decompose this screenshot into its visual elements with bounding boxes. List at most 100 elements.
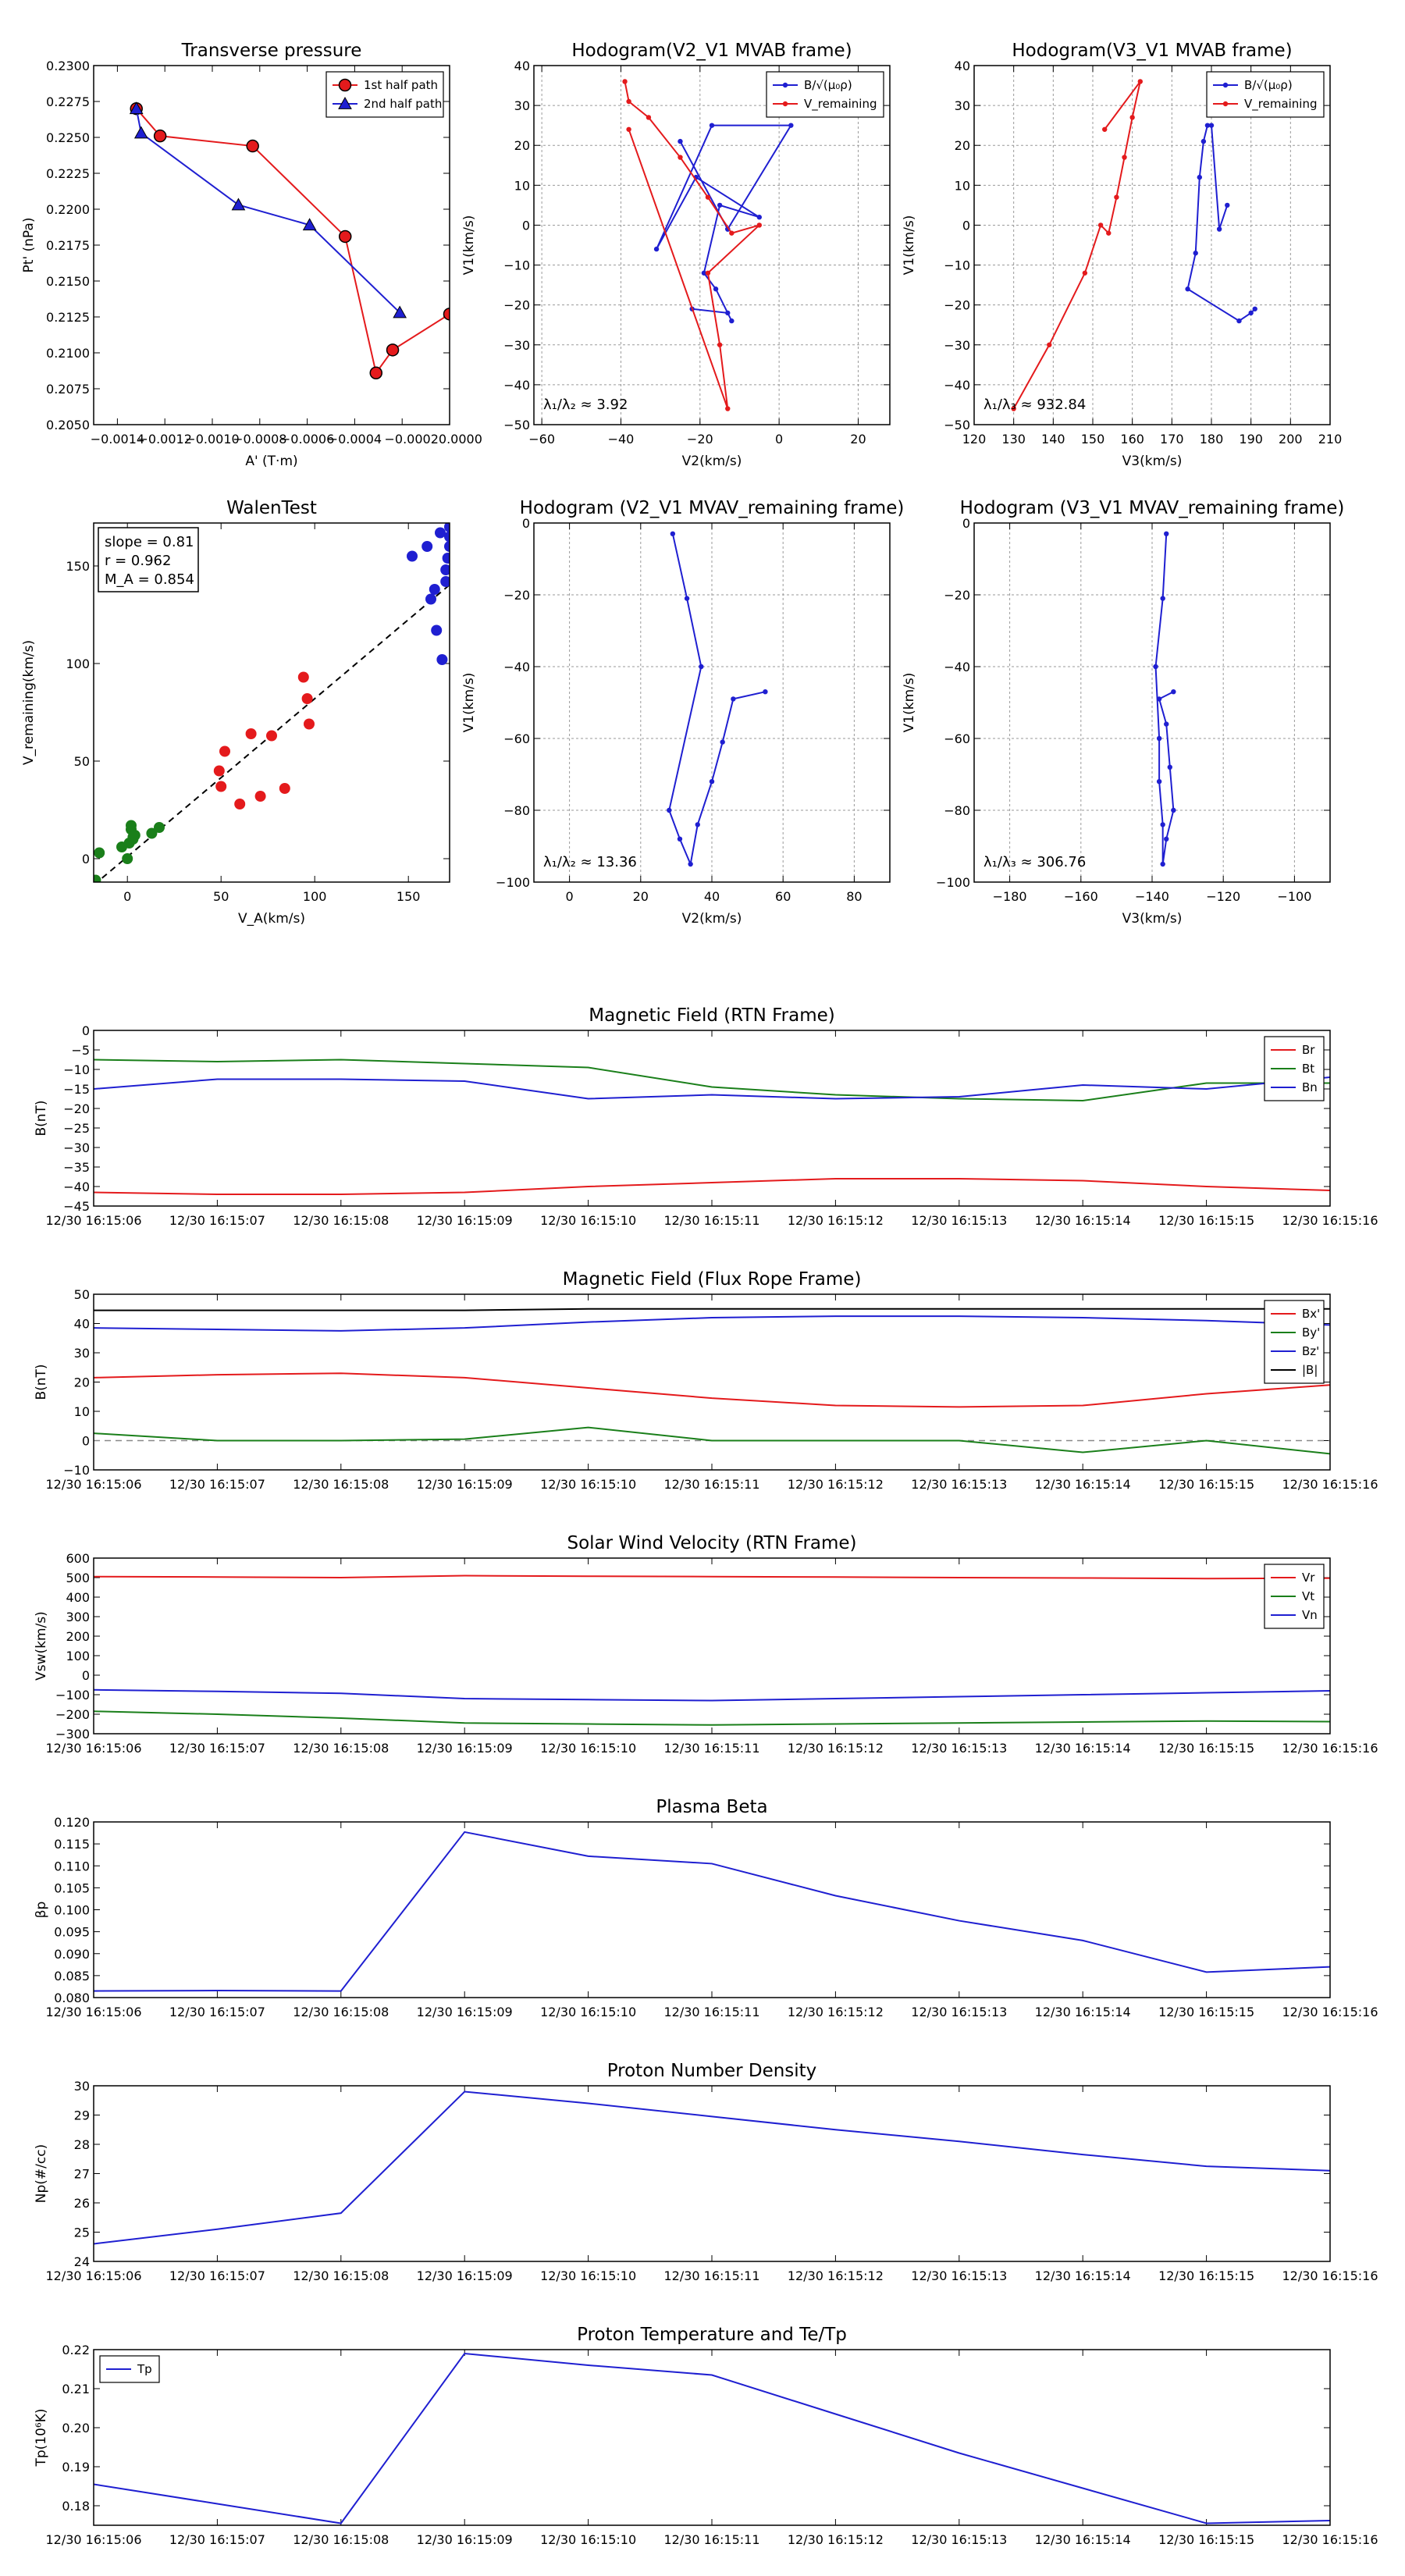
chart-vel: Solar Wind Velocity (RTN Frame) −300 −200 −… bbox=[34, 1533, 1378, 1756]
chart-title: Magnetic Field (RTN Frame) bbox=[589, 1005, 835, 1026]
x-tick-label: 12/30 16:15:09 bbox=[417, 1477, 513, 1492]
y-tick-label: 0 bbox=[962, 516, 970, 531]
y-axis-label: Np(#/cc) bbox=[34, 2144, 49, 2203]
series-line-1 bbox=[94, 1426, 1330, 1455]
y-tick-label: 20 bbox=[74, 1375, 90, 1390]
data-point-0 bbox=[1185, 286, 1190, 292]
data-point-0 bbox=[678, 138, 683, 144]
y-tick-label: −60 bbox=[503, 731, 530, 746]
y-axis-label: V1(km/s) bbox=[902, 673, 917, 733]
y-tick-label: −30 bbox=[63, 1140, 90, 1155]
x-tick-label: 12/30 16:15:11 bbox=[663, 1741, 759, 1756]
x-tick-label: −0.0004 bbox=[328, 432, 382, 447]
y-tick-label: −60 bbox=[944, 731, 970, 746]
x-tick-label: 12/30 16:15:13 bbox=[911, 1213, 1007, 1228]
x-tick-label: 170 bbox=[1160, 432, 1184, 447]
data-point-1 bbox=[266, 730, 277, 742]
data-point-0 bbox=[1153, 664, 1158, 670]
y-tick-label: 0.110 bbox=[54, 1859, 90, 1873]
data-point-1 bbox=[705, 270, 711, 276]
plot-frame bbox=[93, 1557, 1331, 1735]
legend: Tp bbox=[99, 2355, 160, 2383]
data-point-0 bbox=[684, 596, 690, 601]
data-point-2 bbox=[440, 564, 450, 575]
x-tick-label: 120 bbox=[962, 432, 987, 447]
data-point-1 bbox=[1082, 270, 1088, 276]
data-point-0 bbox=[709, 123, 715, 128]
y-axis-label: B(nT) bbox=[34, 1364, 49, 1400]
plot-area bbox=[94, 1831, 1330, 1992]
x-tick-label: 12/30 16:15:11 bbox=[663, 2268, 759, 2283]
chart-beta: Plasma Beta 0.080 0.085 0.090 0.095 0.100 0.10… bbox=[34, 1797, 1378, 2019]
annotation-box bbox=[98, 527, 199, 592]
legend-label: V_remaining bbox=[1244, 97, 1318, 112]
data-point-0 bbox=[153, 129, 167, 143]
data-point-0 bbox=[756, 215, 762, 220]
plot-frame bbox=[93, 1821, 1331, 1998]
x-axis-label: V2(km/s) bbox=[682, 454, 742, 469]
y-tick-label: −5 bbox=[71, 1043, 90, 1058]
x-tick-label: 12/30 16:15:09 bbox=[417, 2532, 513, 2547]
x-tick-label: −0.0014 bbox=[91, 432, 144, 447]
data-point-0 bbox=[1208, 123, 1215, 128]
series-line-2 bbox=[94, 1315, 1330, 1332]
data-point-1 bbox=[304, 718, 315, 730]
data-point-1 bbox=[1011, 406, 1016, 411]
y-tick-label: 0.18 bbox=[62, 2499, 90, 2514]
plot-area bbox=[94, 1574, 1330, 1726]
y-tick-label: 50 bbox=[74, 754, 90, 769]
x-tick-label: −160 bbox=[1064, 889, 1098, 904]
annotation-text: λ₁/λ₃ ≈ 306.76 bbox=[984, 854, 1086, 870]
x-tick-label: 12/30 16:15:07 bbox=[169, 1741, 265, 1756]
data-point-1 bbox=[393, 305, 407, 318]
chart-tp: Transverse pressure 0.2050 0.2075 0.2100 0.2… bbox=[21, 41, 482, 469]
x-tick-label: −140 bbox=[1135, 889, 1169, 904]
y-tick-label: 40 bbox=[74, 1317, 90, 1332]
y-tick-label: −80 bbox=[503, 803, 530, 818]
y-tick-label: −40 bbox=[503, 660, 530, 674]
data-point-0 bbox=[677, 836, 683, 842]
x-tick-label: 12/30 16:15:15 bbox=[1158, 1741, 1254, 1756]
y-tick-label: 0.2225 bbox=[46, 166, 90, 181]
x-tick-label: −0.0008 bbox=[233, 432, 286, 447]
x-tick-label: 12/30 16:15:15 bbox=[1158, 1213, 1254, 1228]
legend-label: Tp bbox=[137, 2362, 152, 2376]
x-tick-label: 12/30 16:15:12 bbox=[788, 2005, 884, 2019]
x-tick-label: 0 bbox=[566, 889, 574, 904]
x-tick-label: 20 bbox=[850, 432, 866, 447]
x-tick-label: 200 bbox=[1279, 432, 1303, 447]
legend-marker bbox=[782, 82, 788, 88]
chart-h1: Hodogram(V2_V1 MVAB frame) −50 −40 −30 −20 −1… bbox=[461, 41, 891, 469]
annotation-line: M_A = 0.854 bbox=[105, 571, 194, 588]
y-tick-label: 0 bbox=[82, 852, 90, 866]
y-tick-label: 0.22 bbox=[62, 2343, 90, 2357]
legend-label: B/√(μ₀ρ) bbox=[1244, 78, 1293, 92]
legend-label: 2nd half path bbox=[364, 97, 442, 111]
y-tick-label: 400 bbox=[66, 1590, 90, 1605]
data-point-0 bbox=[1164, 531, 1169, 536]
legend: Bx' By' Bz' |B| bbox=[1264, 1300, 1325, 1384]
chart-title: WalenTest bbox=[226, 498, 317, 518]
data-point-0 bbox=[386, 343, 400, 357]
x-tick-label: 12/30 16:15:13 bbox=[911, 1741, 1007, 1756]
data-point-0 bbox=[1216, 226, 1222, 232]
x-tick-label: 12/30 16:15:09 bbox=[417, 1741, 513, 1756]
x-tick-label: 12/30 16:15:12 bbox=[788, 1213, 884, 1228]
x-tick-label: 20 bbox=[633, 889, 649, 904]
x-tick-label: 12/30 16:15:14 bbox=[1035, 1213, 1131, 1228]
plot-area bbox=[667, 531, 768, 867]
x-tick-label: 12/30 16:15:14 bbox=[1035, 2005, 1131, 2019]
y-axis-label: Tp(10⁶K) bbox=[34, 2408, 49, 2467]
x-tick-label: 150 bbox=[1081, 432, 1105, 447]
legend-label: Bt bbox=[1302, 1062, 1314, 1076]
series-line-1 bbox=[94, 1059, 1330, 1102]
x-tick-label: 12/30 16:15:06 bbox=[45, 2268, 141, 2283]
chart-mag_rtn: Magnetic Field (RTN Frame) −45 −40 −35 −30 −2… bbox=[34, 1005, 1378, 1228]
data-point-2 bbox=[425, 593, 436, 605]
x-tick-label: 12/30 16:15:09 bbox=[417, 1213, 513, 1228]
y-tick-label: 0 bbox=[82, 1434, 90, 1449]
chart-title: Hodogram(V2_V1 MVAB frame) bbox=[571, 41, 852, 61]
data-point-0 bbox=[713, 286, 719, 292]
y-tick-label: 0.21 bbox=[62, 2382, 90, 2396]
legend-marker bbox=[1222, 101, 1229, 107]
